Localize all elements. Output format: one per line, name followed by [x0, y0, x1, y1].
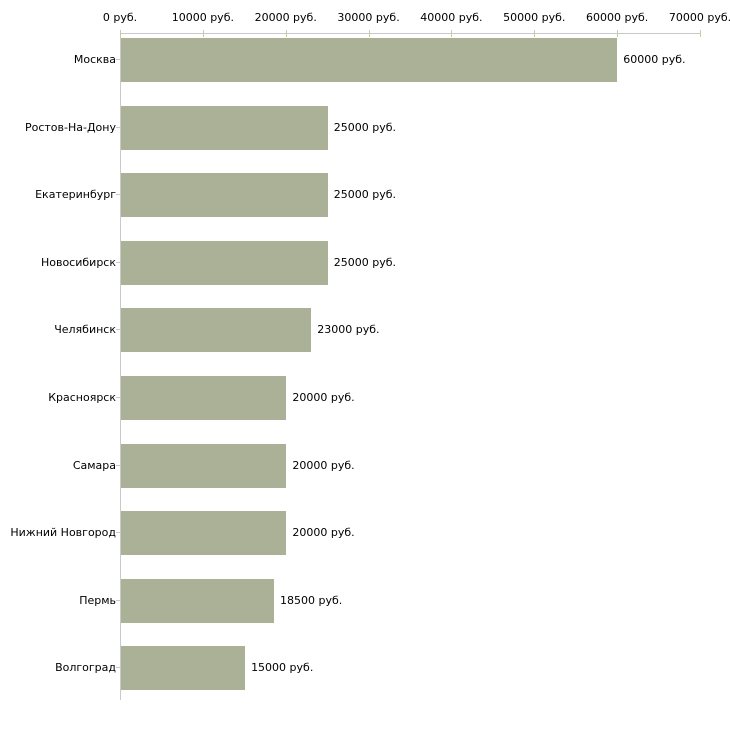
y-tick-mark: [116, 59, 120, 60]
x-tick-mark: [285, 30, 287, 37]
bar-row: Нижний Новгород 20000 руб.: [10, 506, 700, 574]
bar: [121, 105, 328, 150]
category-label: Красноярск: [48, 390, 116, 404]
category-label: Волгоград: [55, 661, 116, 675]
x-tick-mark: [700, 30, 701, 37]
x-axis-tick-marks: [120, 30, 701, 37]
value-label: 20000 руб.: [292, 526, 355, 540]
category-label: Ростов-На-Дону: [24, 120, 116, 134]
y-tick-mark: [116, 194, 120, 196]
value-label: 20000 руб.: [292, 458, 355, 472]
bar: [121, 443, 287, 488]
bar-row: Челябинск 23000 руб.: [54, 303, 700, 371]
category-label: Екатеринбург: [35, 188, 116, 202]
x-tick-label: 60000 руб.: [586, 11, 649, 24]
bar: [121, 38, 618, 82]
value-label: 23000 руб.: [317, 323, 380, 337]
y-tick-mark: [116, 126, 120, 128]
plot-area: Москва 60000 руб. Ростов-На-Дону 25000 р…: [10, 33, 700, 709]
value-label: 25000 руб.: [333, 255, 397, 269]
bar: [121, 578, 275, 623]
x-tick-mark: [202, 30, 204, 37]
category-label: Самара: [72, 458, 116, 472]
x-tick-mark: [451, 30, 453, 37]
x-tick-mark: [368, 30, 370, 37]
bar-row: Москва 60000 руб.: [74, 33, 700, 101]
value-label: 20000 руб.: [292, 390, 355, 404]
bar: [121, 308, 312, 353]
bar: [121, 375, 287, 420]
x-tick-label: 40000 руб.: [420, 11, 483, 24]
value-label: 25000 руб.: [333, 188, 397, 202]
y-tick-mark: [116, 532, 120, 534]
value-label: 18500 руб.: [280, 593, 343, 607]
y-axis-line: [120, 33, 121, 700]
value-label: 25000 руб.: [333, 120, 397, 134]
category-label: Нижний Новгород: [10, 526, 116, 540]
x-tick-label: 0 руб.: [102, 11, 138, 24]
value-label: 15000 руб.: [251, 661, 314, 675]
x-axis-tick-labels: 0 руб. 10000 руб. 20000 руб. 30000 руб. …: [103, 11, 730, 25]
category-label: Москва: [73, 53, 116, 66]
x-tick-label: 30000 руб.: [337, 11, 400, 24]
bar-row: Ростов-На-Дону 25000 руб.: [25, 101, 700, 169]
category-label: Новосибирск: [40, 255, 116, 269]
x-axis-line: [120, 33, 701, 34]
x-tick-label: 70000 руб.: [668, 11, 730, 24]
y-tick-mark: [116, 464, 120, 466]
y-tick-mark: [116, 329, 120, 331]
bar-row: Самара 20000 руб.: [73, 439, 700, 507]
x-tick-mark: [120, 30, 121, 37]
x-tick-mark: [617, 30, 619, 37]
x-tick-mark: [534, 30, 536, 37]
bar: [121, 173, 328, 218]
bar-row: Пермь 18500 руб.: [79, 574, 700, 642]
bar: [121, 646, 246, 691]
category-label: Челябинск: [54, 323, 116, 337]
bar: [121, 511, 287, 556]
x-tick-label: 20000 руб.: [254, 11, 317, 24]
x-tick-label: 50000 руб.: [503, 11, 566, 24]
category-label: Пермь: [79, 593, 116, 607]
y-tick-mark: [116, 396, 120, 398]
bar-row: Волгоград 15000 руб.: [55, 641, 700, 709]
value-label: 60000 руб.: [623, 53, 686, 66]
y-tick-mark: [116, 599, 120, 601]
y-tick-mark: [116, 667, 120, 669]
bar-row: Екатеринбург 25000 руб.: [35, 168, 700, 236]
x-tick-label: 10000 руб.: [171, 11, 234, 24]
bar: [121, 240, 328, 285]
bar-row: Новосибирск 25000 руб.: [41, 236, 700, 304]
bar-row: Красноярск 20000 руб.: [48, 371, 700, 439]
y-tick-mark: [116, 261, 120, 263]
